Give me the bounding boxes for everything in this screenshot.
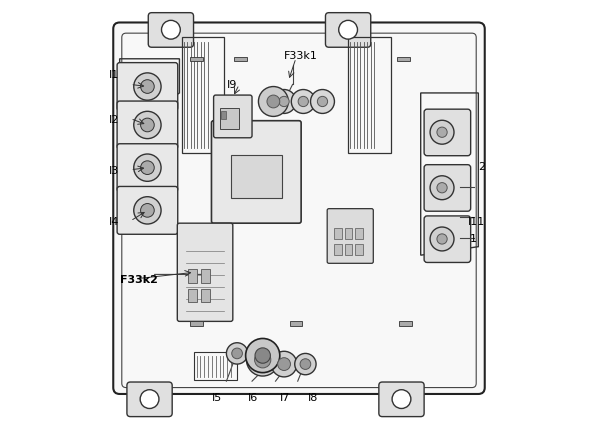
Circle shape bbox=[227, 343, 248, 364]
Bar bbox=[182, 38, 224, 153]
Circle shape bbox=[161, 21, 180, 40]
Circle shape bbox=[430, 176, 454, 200]
Text: 2: 2 bbox=[478, 161, 486, 171]
Text: F33k2: F33k2 bbox=[120, 274, 157, 284]
Bar bbox=[355, 245, 363, 256]
Circle shape bbox=[279, 97, 289, 107]
Circle shape bbox=[141, 204, 154, 218]
FancyBboxPatch shape bbox=[212, 121, 301, 224]
Bar bbox=[289, 322, 303, 326]
FancyBboxPatch shape bbox=[117, 63, 178, 111]
Bar bbox=[190, 322, 203, 326]
FancyBboxPatch shape bbox=[379, 382, 424, 417]
FancyBboxPatch shape bbox=[177, 224, 233, 322]
Circle shape bbox=[277, 358, 291, 371]
Circle shape bbox=[232, 348, 242, 359]
Circle shape bbox=[258, 87, 288, 117]
Bar bbox=[221, 112, 227, 119]
Bar bbox=[201, 289, 210, 302]
Bar bbox=[220, 109, 239, 130]
Circle shape bbox=[255, 352, 271, 368]
Bar bbox=[334, 228, 341, 239]
Bar bbox=[190, 58, 203, 62]
Circle shape bbox=[437, 234, 447, 245]
FancyBboxPatch shape bbox=[424, 216, 471, 263]
Circle shape bbox=[134, 112, 161, 139]
Bar bbox=[201, 270, 210, 283]
Text: I9: I9 bbox=[227, 80, 237, 90]
Circle shape bbox=[392, 390, 411, 409]
FancyBboxPatch shape bbox=[117, 144, 178, 192]
Bar bbox=[355, 228, 363, 239]
FancyBboxPatch shape bbox=[127, 382, 172, 417]
Bar bbox=[397, 58, 410, 62]
FancyBboxPatch shape bbox=[117, 187, 178, 235]
Circle shape bbox=[255, 348, 270, 363]
Text: I2: I2 bbox=[109, 114, 120, 124]
Circle shape bbox=[300, 359, 311, 370]
Circle shape bbox=[246, 339, 280, 373]
Circle shape bbox=[134, 74, 161, 101]
Circle shape bbox=[267, 96, 280, 109]
Circle shape bbox=[430, 227, 454, 251]
Bar bbox=[231, 155, 282, 198]
FancyBboxPatch shape bbox=[424, 110, 471, 156]
Text: I11: I11 bbox=[468, 216, 485, 227]
Circle shape bbox=[291, 90, 315, 114]
Circle shape bbox=[338, 21, 358, 40]
Circle shape bbox=[437, 128, 447, 138]
Circle shape bbox=[298, 97, 309, 107]
Bar bbox=[348, 38, 391, 153]
Circle shape bbox=[141, 81, 154, 94]
FancyBboxPatch shape bbox=[213, 96, 252, 138]
Bar bbox=[188, 289, 197, 302]
Circle shape bbox=[430, 121, 454, 145]
Circle shape bbox=[318, 97, 328, 107]
FancyBboxPatch shape bbox=[117, 102, 178, 150]
Text: 1: 1 bbox=[470, 233, 477, 244]
FancyBboxPatch shape bbox=[424, 165, 471, 212]
Bar bbox=[344, 228, 352, 239]
Text: I8: I8 bbox=[307, 392, 318, 402]
Text: I4: I4 bbox=[109, 216, 120, 227]
Bar bbox=[399, 322, 412, 326]
FancyBboxPatch shape bbox=[325, 14, 371, 48]
Circle shape bbox=[310, 90, 334, 114]
Circle shape bbox=[271, 351, 297, 377]
Bar bbox=[234, 58, 247, 62]
Circle shape bbox=[141, 119, 154, 132]
Circle shape bbox=[134, 155, 161, 182]
Text: I6: I6 bbox=[248, 392, 258, 402]
Circle shape bbox=[141, 161, 154, 175]
Circle shape bbox=[437, 183, 447, 193]
Bar bbox=[344, 245, 352, 256]
Bar bbox=[188, 270, 197, 283]
FancyBboxPatch shape bbox=[148, 14, 194, 48]
Text: I3: I3 bbox=[109, 165, 119, 176]
Text: F33k1: F33k1 bbox=[284, 50, 318, 60]
Text: I1: I1 bbox=[109, 69, 119, 80]
Circle shape bbox=[246, 344, 279, 376]
Circle shape bbox=[140, 390, 159, 409]
Text: I5: I5 bbox=[212, 392, 222, 402]
Bar bbox=[194, 352, 237, 380]
Circle shape bbox=[295, 354, 316, 375]
Bar bbox=[334, 245, 341, 256]
FancyBboxPatch shape bbox=[113, 23, 485, 394]
Circle shape bbox=[272, 90, 296, 114]
Circle shape bbox=[134, 197, 161, 225]
Text: I7: I7 bbox=[280, 392, 290, 402]
FancyBboxPatch shape bbox=[327, 209, 373, 264]
